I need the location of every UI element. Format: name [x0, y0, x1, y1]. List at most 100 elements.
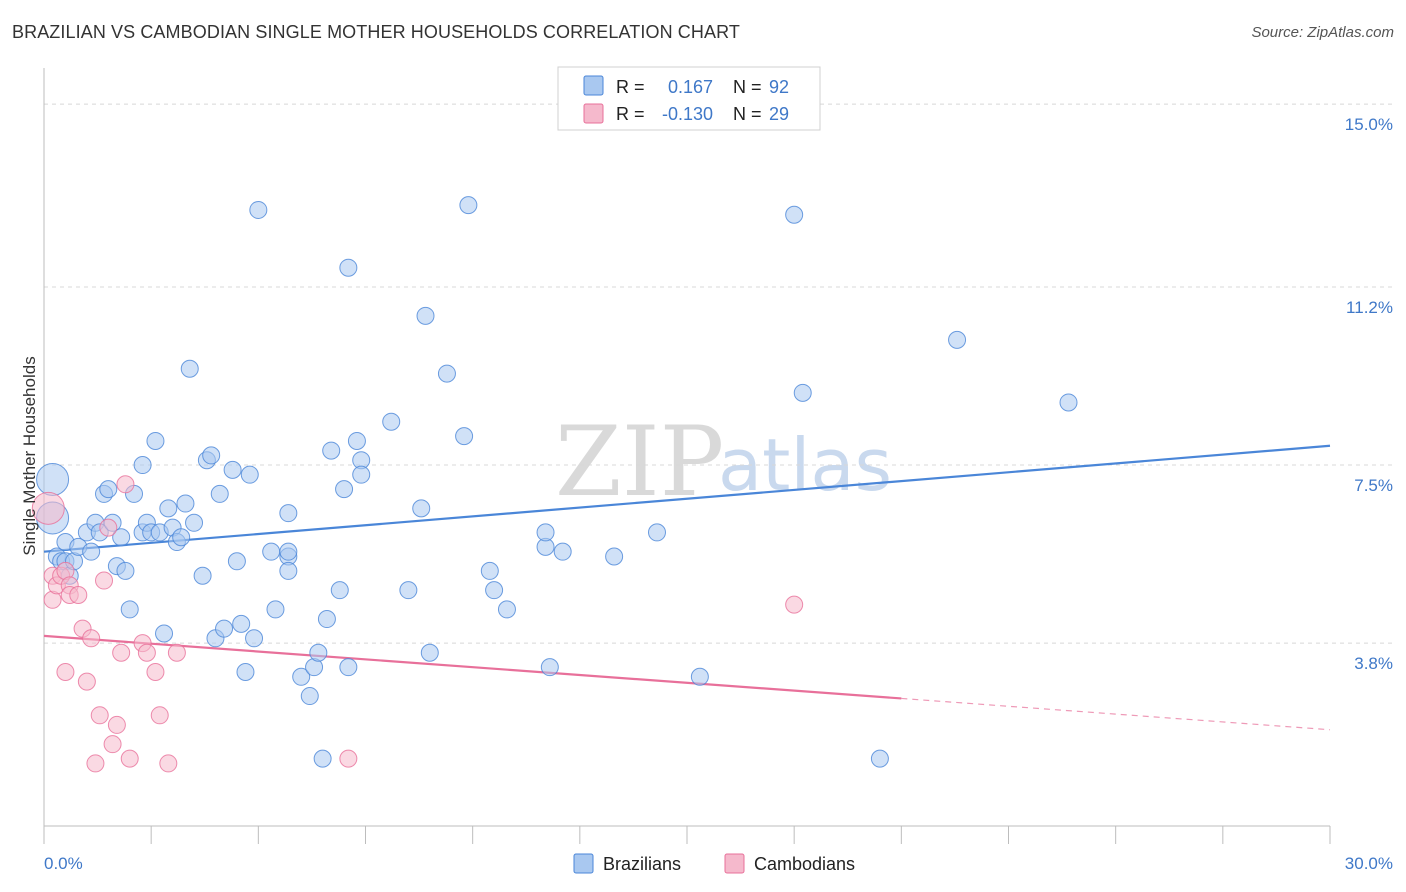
point-brazilians: [245, 629, 264, 648]
point-brazilians: [330, 581, 349, 600]
point-cambodians: [95, 571, 114, 590]
gridlines: [44, 103, 1393, 644]
point-cambodians: [99, 518, 118, 537]
point-brazilians: [112, 528, 131, 547]
point-cambodians: [77, 672, 96, 691]
point-brazilians: [266, 600, 285, 619]
point-brazilians: [300, 687, 319, 706]
point-brazilians: [172, 528, 191, 547]
point-brazilians: [159, 499, 178, 518]
legend-r-label-blue: R =: [616, 77, 645, 97]
point-brazilians: [437, 364, 456, 383]
y-tick-label: 11.2%: [1346, 298, 1393, 317]
point-brazilians: [36, 462, 70, 496]
point-brazilians: [155, 624, 174, 643]
point-brazilians: [1059, 393, 1078, 412]
point-brazilians: [232, 614, 251, 633]
point-cambodians: [116, 475, 135, 494]
point-brazilians: [322, 441, 341, 460]
point-brazilians: [227, 552, 246, 571]
legend-n-value-blue: 92: [769, 77, 789, 97]
point-brazilians: [785, 205, 804, 224]
trend-line-extension-cambodians: [901, 697, 1331, 731]
point-brazilians: [605, 547, 624, 566]
bottom-legend-swatch-cambodians: [724, 853, 745, 874]
point-brazilians: [176, 494, 195, 513]
legend-swatch-pink: [583, 103, 604, 124]
point-brazilians: [146, 431, 165, 450]
point-brazilians: [553, 542, 572, 561]
point-brazilians: [399, 581, 418, 600]
bottom-legend-label-cambodians: Cambodians: [754, 854, 855, 874]
point-brazilians: [279, 561, 298, 580]
point-brazilians: [416, 306, 435, 325]
point-brazilians: [223, 460, 242, 479]
series-legend: Brazilians Cambodians: [573, 853, 855, 874]
point-brazilians: [99, 480, 118, 499]
point-cambodians: [137, 643, 156, 662]
legend-n-value-pink: 29: [769, 104, 789, 124]
point-cambodians: [107, 715, 126, 734]
bottom-legend-label-brazilians: Brazilians: [603, 854, 681, 874]
y-tick-label: 7.5%: [1354, 476, 1393, 495]
point-brazilians: [240, 465, 259, 484]
point-brazilians: [352, 465, 371, 484]
legend-n-label-pink: N =: [733, 104, 762, 124]
point-brazilians: [948, 330, 967, 349]
point-brazilians: [292, 667, 311, 686]
y-tick-label: 15.0%: [1345, 115, 1393, 134]
point-cambodians: [82, 629, 101, 648]
chart-title: BRAZILIAN VS CAMBODIAN SINGLE MOTHER HOU…: [12, 22, 740, 42]
point-cambodians: [86, 754, 105, 773]
point-brazilians: [480, 561, 499, 580]
point-brazilians: [133, 456, 152, 475]
axes: [43, 68, 1331, 844]
y-tick-labels: 3.8% 7.5% 11.2% 15.0%: [1345, 115, 1393, 673]
legend-r-value-pink: -0.130: [662, 104, 713, 124]
point-brazilians: [279, 504, 298, 523]
point-brazilians: [185, 513, 204, 532]
point-brazilians: [236, 662, 255, 681]
point-brazilians: [82, 542, 101, 561]
point-brazilians: [249, 200, 268, 219]
point-brazilians: [313, 749, 332, 768]
point-cambodians: [167, 643, 186, 662]
point-cambodians: [90, 706, 109, 725]
point-brazilians: [347, 431, 366, 450]
point-brazilians: [339, 658, 358, 677]
point-brazilians: [180, 359, 199, 378]
bottom-legend-swatch-brazilians: [573, 853, 594, 874]
point-cambodians: [150, 706, 169, 725]
point-brazilians: [690, 667, 709, 686]
point-brazilians: [309, 643, 328, 662]
y-tick-label: 3.8%: [1354, 654, 1393, 673]
point-cambodians: [120, 749, 139, 768]
point-brazilians: [459, 196, 478, 215]
point-brazilians: [536, 523, 555, 542]
point-brazilians: [485, 581, 504, 600]
watermark-zip: ZIP: [555, 406, 724, 518]
point-brazilians: [202, 446, 221, 465]
point-cambodians: [785, 595, 804, 614]
point-brazilians: [335, 480, 354, 499]
data-points: [31, 196, 1078, 773]
point-cambodians: [159, 754, 178, 773]
point-cambodians: [112, 643, 131, 662]
point-brazilians: [317, 610, 336, 629]
legend-r-label-pink: R =: [616, 104, 645, 124]
point-brazilians: [420, 643, 439, 662]
legend-swatch-blue: [583, 75, 604, 96]
y-axis-title: Single Mother Households: [20, 356, 39, 555]
trend-line-cambodians: [43, 634, 902, 700]
point-brazilians: [193, 566, 212, 585]
trend-lines: [43, 444, 1331, 731]
point-brazilians: [279, 542, 298, 561]
point-cambodians: [103, 735, 122, 754]
point-brazilians: [262, 542, 281, 561]
point-cambodians: [69, 585, 88, 604]
point-brazilians: [540, 658, 559, 677]
legend-r-value-blue: 0.167: [668, 77, 713, 97]
point-cambodians: [56, 662, 75, 681]
point-cambodians: [146, 662, 165, 681]
